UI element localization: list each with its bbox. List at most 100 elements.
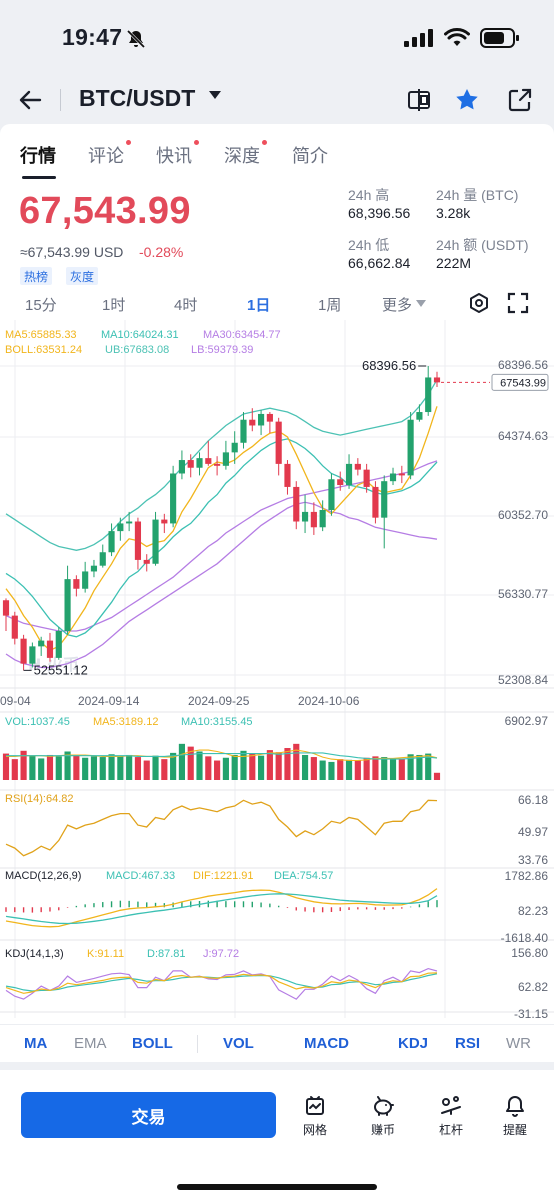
- watermark-logo: H 火币: [28, 655, 79, 674]
- indicator-vol[interactable]: VOL: [223, 1035, 254, 1052]
- ma10-line: [5, 438, 438, 638]
- volume-bar: [407, 754, 414, 780]
- interval-4h[interactable]: 4时: [174, 297, 198, 314]
- volume-ma10-line: [6, 752, 438, 760]
- tab-depth[interactable]: 深度: [224, 146, 260, 166]
- indicator-kdj[interactable]: KDJ: [398, 1035, 429, 1052]
- candle-body: [205, 458, 212, 464]
- settings-hexagon-icon[interactable]: [468, 292, 490, 314]
- indicator-macd[interactable]: MACD: [304, 1035, 349, 1052]
- status-time: 19:47: [62, 24, 123, 50]
- interval-1d[interactable]: 1日: [247, 297, 271, 314]
- content-tabs: 行情 评论 快讯 深度 简介: [0, 138, 554, 178]
- wifi-icon: [444, 28, 470, 46]
- legend-vol-ma10: MA10:3155.45: [181, 716, 253, 728]
- volume-bar: [152, 755, 159, 780]
- volume-bar: [433, 772, 441, 780]
- home-indicator: [177, 1184, 377, 1190]
- stat-high-value: 68,396.56: [348, 205, 411, 221]
- volume-bar: [310, 757, 317, 780]
- legend-ma30: MA30:63454.77: [203, 329, 281, 341]
- volume-bar: [196, 751, 203, 780]
- favorite-star-icon[interactable]: [453, 86, 481, 114]
- leverage-icon: [441, 1096, 461, 1115]
- caret-down-icon[interactable]: [208, 90, 222, 100]
- stat-low-label: 24h 低: [348, 237, 390, 253]
- volume-bar: [117, 755, 124, 780]
- indicator-wr[interactable]: WR: [506, 1035, 531, 1052]
- earn-button[interactable]: 赚币: [358, 1094, 408, 1138]
- volume-bar: [214, 760, 221, 780]
- volume-bar: [293, 743, 300, 780]
- kline-chart[interactable]: H 火币 MA5:65885.33 MA10:64024.31 MA30:63454.…: [0, 320, 554, 1021]
- candle-body: [319, 509, 326, 528]
- candle-body: [90, 565, 98, 572]
- trade-button[interactable]: 交易: [21, 1092, 276, 1138]
- legend-j: J:97.72: [203, 948, 239, 960]
- legend-dif: DIF:1221.91: [193, 870, 254, 882]
- tag-grayscale[interactable]: 灰度: [66, 267, 99, 285]
- candle-body: [170, 473, 177, 524]
- bottom-action-bar: 交易 网格 赚币 杠杆 提醒: [0, 1070, 554, 1200]
- price-usd: ≈67,543.99 USD: [20, 244, 124, 260]
- indicator-rsi[interactable]: RSI: [455, 1035, 481, 1052]
- tab-news[interactable]: 快讯: [156, 146, 192, 166]
- share-icon[interactable]: [506, 86, 534, 114]
- bell-icon: [506, 1096, 524, 1117]
- battery-icon: [480, 28, 519, 48]
- kdj-axis-tick: 62.82: [518, 980, 548, 994]
- nav-divider: [60, 89, 61, 111]
- rsi-axis-tick: 33.76: [518, 853, 548, 867]
- interval-1h[interactable]: 1时: [102, 297, 126, 314]
- kdj-d-line: [5, 973, 438, 992]
- tab-market[interactable]: 行情: [20, 146, 56, 166]
- stat-amt-value: 222M: [436, 255, 472, 271]
- candle-body: [178, 460, 185, 474]
- indicator-boll[interactable]: BOLL: [132, 1035, 173, 1052]
- date-axis-label: 09-04: [0, 694, 31, 708]
- macd-axis-tick: 1782.86: [505, 869, 549, 883]
- indicator-ema[interactable]: EMA: [74, 1035, 107, 1052]
- stat-low-value: 66,662.84: [348, 255, 411, 271]
- candle-body: [2, 600, 10, 616]
- interval-15m[interactable]: 15分: [25, 297, 57, 314]
- candle-body: [161, 519, 168, 524]
- candle-body: [258, 413, 265, 426]
- compare-icon[interactable]: [405, 86, 433, 114]
- interval-1w[interactable]: 1周: [318, 297, 342, 314]
- macd-dif-line: [5, 888, 438, 928]
- boll-lower-line: [5, 501, 438, 669]
- back-arrow-icon[interactable]: [16, 86, 46, 114]
- more-caret-icon[interactable]: [416, 300, 426, 307]
- lever-button[interactable]: 杠杆: [426, 1094, 476, 1138]
- fullscreen-icon[interactable]: [507, 292, 529, 314]
- alert-button[interactable]: 提醒: [490, 1094, 540, 1138]
- tag-hot[interactable]: 热榜: [20, 267, 53, 285]
- candle-body: [310, 511, 317, 528]
- candle-body: [152, 519, 159, 564]
- volume-bar: [2, 753, 10, 780]
- indicator-ma[interactable]: MA: [24, 1035, 48, 1052]
- candle-body: [187, 460, 194, 468]
- volume-bar: [222, 757, 229, 780]
- legend-rsi: RSI(14):64.82: [5, 793, 73, 805]
- volume-bar: [108, 754, 115, 780]
- candle-body: [20, 638, 27, 664]
- tab-intro[interactable]: 简介: [292, 146, 328, 166]
- grid-button[interactable]: 网格: [290, 1094, 340, 1138]
- last-price-label: 67543.99: [500, 377, 546, 389]
- volume-bar: [249, 753, 256, 780]
- pair-title[interactable]: BTC/USDT: [79, 85, 196, 111]
- candle-body: [398, 473, 405, 476]
- interval-more[interactable]: 更多: [382, 297, 413, 314]
- price-change: -0.28%: [139, 244, 184, 260]
- volume-bar: [29, 755, 36, 780]
- candle-body: [345, 463, 353, 486]
- candle-body: [222, 452, 229, 466]
- nav-bar: BTC/USDT: [0, 76, 554, 124]
- kline-chart-svg[interactable]: H 火币 MA5:65885.33 MA10:64024.31 MA30:63454.…: [0, 320, 554, 1021]
- kdj-axis-tick: -31.15: [514, 1007, 548, 1020]
- boll-upper-line: [5, 379, 438, 551]
- tab-comments[interactable]: 评论: [88, 146, 124, 166]
- tab-depth-dot: [262, 140, 267, 145]
